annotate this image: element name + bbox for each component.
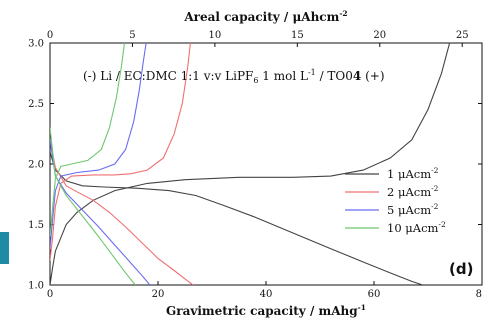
- x-tick-label: 8: [476, 289, 482, 300]
- x-tick-label: 0: [47, 289, 53, 300]
- cell-annotation: (-) Li / EC:DMC 1:1 v:v LiPF6 1 mol L-1 …: [83, 68, 385, 85]
- x-tick-label: 40: [260, 289, 273, 300]
- top-tick-label: 5: [129, 30, 135, 41]
- top-tick-label: 20: [373, 30, 386, 41]
- top-tick-label: 25: [456, 30, 469, 41]
- y-tick-label: 2.0: [28, 160, 44, 171]
- top-tick-label: 0: [47, 30, 53, 41]
- panel-label: (d): [449, 260, 473, 278]
- y-tick-label: 3.0: [28, 39, 44, 50]
- top-tick-label: 15: [291, 30, 304, 41]
- side-accent-mark: [0, 232, 9, 264]
- y-tick-label: 1.0: [28, 281, 44, 292]
- legend-label: 10 μAcm-2: [387, 220, 446, 235]
- series-s5-charge-curve: [50, 43, 147, 249]
- top-axis-title: Areal capacity / μAhcm-2: [183, 9, 347, 24]
- bottom-axis-title: Gravimetric capacity / mAhg-1: [166, 303, 366, 318]
- legend-label: 2 μAcm-2: [387, 184, 439, 199]
- legend-label: 5 μAcm-2: [387, 202, 439, 217]
- series-s1-charge-curve: [50, 43, 451, 285]
- top-tick-label: 10: [209, 30, 222, 41]
- series-s2-charge-curve: [50, 43, 191, 261]
- y-tick-label: 1.5: [28, 220, 44, 231]
- series-s5-discharge-curve: [50, 139, 151, 285]
- x-tick-label: 20: [152, 289, 165, 300]
- series-s10-charge-curve: [50, 43, 126, 237]
- series-s10-discharge-curve: [50, 127, 136, 285]
- legend-label: 1 μAcm-2: [387, 166, 439, 181]
- series-curves: [50, 43, 451, 285]
- legend: 1 μAcm-2 2 μAcm-2 5 μAcm-2 10 μAcm-2: [345, 166, 446, 235]
- series-s2-discharge-curve: [50, 139, 194, 285]
- top-axis-ticks: 0 5 10 15 20 25: [47, 30, 469, 47]
- series-s1-discharge-curve: [50, 151, 423, 285]
- y-tick-label: 2.5: [28, 99, 44, 110]
- x-tick-label: 60: [368, 289, 381, 300]
- y-axis-ticks: 1.0 1.5 2.0 2.5 3.0: [28, 39, 482, 292]
- x-axis-ticks: 0 20 40 60 8: [47, 281, 483, 300]
